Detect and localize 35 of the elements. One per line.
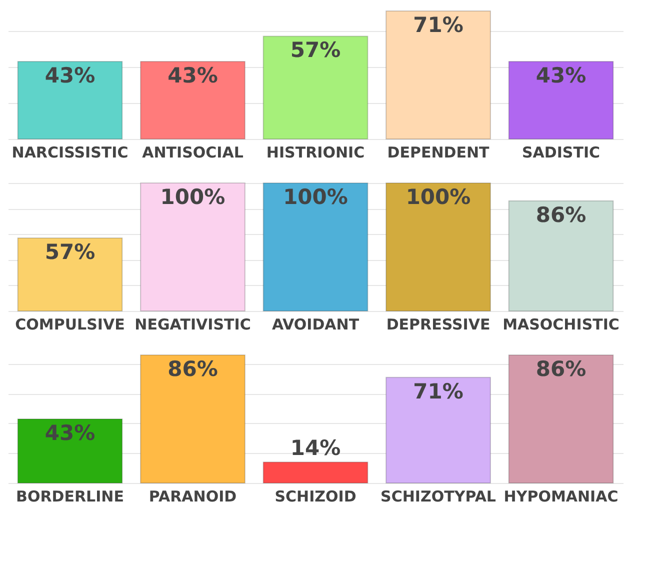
x-tick-label: HISTRIONIC <box>266 144 365 162</box>
data-label: 43% <box>44 421 96 445</box>
x-tick-label: ANTISOCIAL <box>142 144 244 162</box>
data-label: 71% <box>413 13 464 37</box>
x-tick-label: BORDERLINE <box>16 488 124 506</box>
x-tick-label: DEPENDENT <box>387 144 490 162</box>
x-tick-label: SCHIZOTYPAL <box>380 488 496 506</box>
bar <box>508 354 614 484</box>
data-label: 100% <box>406 185 471 209</box>
data-label: 86% <box>168 357 218 381</box>
x-tick-label: SCHIZOID <box>274 488 356 506</box>
data-label: 43% <box>536 63 586 88</box>
x-tick-label: DEPRESSIVE <box>386 316 490 334</box>
data-label: 43% <box>44 63 96 88</box>
data-label: 100% <box>283 185 348 209</box>
data-label: 57% <box>290 38 341 62</box>
data-label: 86% <box>536 202 586 227</box>
bar <box>262 462 368 484</box>
x-tick-label: HYPOMANIAC <box>504 488 618 506</box>
bar <box>386 376 491 484</box>
data-label: 57% <box>44 240 96 264</box>
x-tick-label: PARANOID <box>148 488 237 506</box>
data-label: 86% <box>536 357 586 381</box>
bar <box>140 354 246 484</box>
x-tick-label: MASOCHISTIC <box>502 316 620 334</box>
x-tick-label: COMPULSIVE <box>15 316 125 334</box>
data-label: 71% <box>413 379 464 404</box>
x-tick-label: NEGATIVISTIC <box>134 316 251 334</box>
data-label: 43% <box>168 63 218 88</box>
x-tick-label: NARCISSISTIC <box>12 144 128 162</box>
data-label: 14% <box>290 436 341 460</box>
x-tick-label: AVOIDANT <box>272 316 360 334</box>
data-label: 100% <box>160 185 226 209</box>
bar <box>17 418 123 484</box>
x-tick-label: SADISTIC <box>522 144 600 162</box>
